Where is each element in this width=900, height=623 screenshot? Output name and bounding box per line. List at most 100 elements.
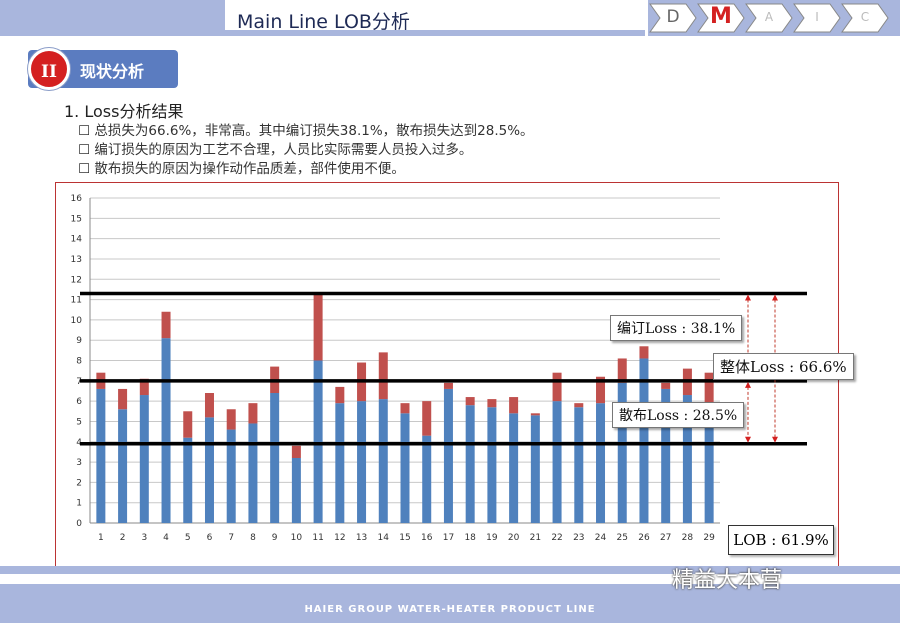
arrow-total-head-bottom [772, 436, 778, 443]
step-d: D [666, 7, 680, 27]
step-m: M [710, 4, 732, 29]
bar-base [248, 423, 258, 523]
bar-loss [204, 393, 214, 418]
bar-base [357, 401, 367, 523]
bar-loss [291, 445, 301, 458]
bar-loss [161, 311, 171, 339]
bar-loss [443, 382, 453, 389]
bar-base [270, 393, 280, 523]
y-tick-label: 16 [71, 194, 83, 204]
bar-base [509, 413, 519, 523]
x-tick-label: 8 [250, 533, 256, 543]
x-tick-label: 2 [120, 533, 126, 543]
x-tick-label: 26 [638, 533, 650, 543]
bar-base [682, 395, 692, 523]
footer-text: HAIER GROUP WATER-HEATER PRODUCT LINE [304, 604, 596, 615]
arrow-bianding-head-top [745, 294, 751, 301]
bar-base [139, 395, 149, 523]
bottom-band-top [0, 566, 900, 574]
title-box [225, 0, 645, 36]
bar-loss [487, 399, 497, 408]
y-tick-label: 4 [76, 438, 82, 448]
x-tick-label: 19 [486, 533, 498, 543]
arrow-sanbu-head-top [745, 381, 751, 388]
bar-base [400, 413, 410, 523]
bar-loss [509, 397, 519, 414]
y-tick-label: 13 [71, 255, 82, 265]
bullet-3: ☐ 散布损失的原因为操作动作品质差，部件使用不便。 [78, 161, 405, 177]
x-tick-label: 9 [272, 533, 278, 543]
bar-base [118, 409, 128, 523]
dmaic-steps: D M A I C [648, 0, 900, 36]
bar-base [639, 358, 649, 523]
bar-loss [118, 388, 128, 410]
bar-loss [465, 397, 475, 406]
section-label: 现状分析 [80, 62, 145, 81]
bar-base [422, 435, 432, 523]
bar-loss [248, 403, 258, 424]
bar-base [487, 407, 497, 523]
x-tick-label: 20 [508, 533, 520, 543]
bar-loss [661, 382, 671, 389]
bar-loss [639, 346, 649, 359]
step-c: C [860, 10, 870, 24]
bar-loss [552, 372, 562, 402]
x-tick-label: 28 [682, 533, 694, 543]
x-tick-label: 15 [399, 533, 410, 543]
x-tick-label: 24 [595, 533, 607, 543]
x-tick-label: 16 [421, 533, 433, 543]
x-tick-label: 1 [98, 533, 104, 543]
x-tick-label: 29 [703, 533, 715, 543]
bar-loss [574, 403, 584, 408]
bar-base [291, 458, 301, 523]
bar-loss [378, 352, 388, 400]
step-arrow-d [649, 3, 697, 33]
x-tick-label: 27 [660, 533, 671, 543]
bar-loss [704, 372, 714, 424]
x-tick-label: 25 [617, 533, 628, 543]
bar-base [596, 403, 606, 523]
bullet-2: ☐ 编订损失的原因为工艺不合理，人员比实际需要人员投入过多。 [78, 142, 473, 158]
bar-loss [313, 293, 323, 361]
step-a: A [764, 10, 774, 24]
bar-loss [139, 378, 149, 396]
bar-base [226, 429, 236, 523]
step-arrows [649, 3, 889, 33]
bar-base [530, 415, 540, 523]
arrow-sanbu-head-bottom [745, 436, 751, 443]
y-tick-label: 11 [71, 296, 82, 306]
step-arrow-a [745, 3, 793, 33]
x-tick-label: 7 [228, 533, 234, 543]
x-tick-label: 18 [464, 533, 476, 543]
x-tick-label: 22 [551, 533, 562, 543]
y-tick-label: 7 [76, 377, 82, 387]
page-title: Main Line LOB分析 [237, 11, 410, 33]
y-tick-label: 5 [76, 417, 82, 427]
y-tick-label: 1 [76, 499, 82, 509]
y-tick-label: 10 [71, 316, 83, 326]
bar-base [661, 388, 671, 523]
x-tick-label: 21 [530, 533, 541, 543]
callout-sanbu-loss: 散布Loss : 28.5% [612, 402, 745, 428]
bar-base [96, 388, 106, 523]
bar-base [443, 388, 453, 523]
x-tick-label: 17 [443, 533, 454, 543]
callout-bianding-loss: 编订Loss : 38.1% [610, 315, 743, 341]
callout-total-loss: 整体Loss : 66.6% [713, 353, 854, 380]
header-left-bar [0, 0, 225, 36]
arrow-total-head-top [772, 294, 778, 301]
x-tick-label: 12 [334, 533, 345, 543]
step-i: I [815, 10, 819, 24]
y-tick-label: 9 [76, 336, 82, 346]
bar-base [704, 423, 714, 523]
bar-loss [530, 413, 540, 416]
bar-loss [596, 376, 606, 404]
x-tick-label: 11 [312, 533, 323, 543]
bar-base [552, 401, 562, 523]
step-arrow-i [793, 3, 841, 33]
y-tick-label: 0 [76, 519, 82, 529]
x-tick-label: 14 [378, 533, 390, 543]
y-tick-label: 6 [76, 397, 82, 407]
bar-base [617, 382, 627, 523]
x-tick-label: 6 [207, 533, 213, 543]
